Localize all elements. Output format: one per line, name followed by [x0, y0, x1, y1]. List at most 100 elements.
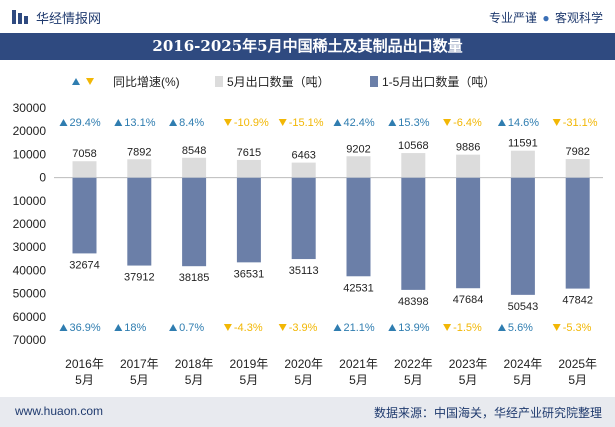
huajing-logo-icon [12, 10, 28, 24]
y-tick-label: 0 [39, 171, 46, 185]
x-category-label: 2024年 5月 [504, 357, 543, 387]
bar-annual [182, 157, 207, 178]
bar-cumulative [182, 177, 207, 267]
bar-cumulative [236, 177, 261, 263]
x-category-label: 2025年 5月 [558, 357, 597, 387]
chart-title: 2016-2025年5月中国稀土及其制品出口数量 [152, 37, 463, 55]
bar-cumulative [510, 177, 535, 295]
legend-annual-label: 5月出口数量（吨） [227, 74, 330, 89]
growth-may-label: 29.4% [70, 117, 101, 129]
x-category-label: 2019年 5月 [230, 357, 269, 387]
bar-annual [346, 156, 371, 178]
footer-url[interactable]: www.huaon.com [15, 404, 104, 418]
growth-cumulative-label: -4.3% [234, 322, 263, 334]
growth-may-label: 15.3% [398, 117, 429, 129]
growth-down-icon [223, 324, 232, 331]
tagline-right: 客观科学 [554, 11, 603, 25]
legend-cumulative-swatch [370, 76, 378, 87]
footer-source: 数据来源：中国海关，华经产业研究院整理 [373, 406, 602, 420]
growth-up-icon [388, 324, 397, 331]
y-tick-label: 50000 [13, 287, 47, 301]
data-label-cumulative: 36531 [234, 268, 265, 280]
bar-cumulative [127, 177, 152, 266]
x-category-label: 2021年 5月 [339, 357, 378, 387]
growth-down-icon [278, 324, 287, 331]
growth-cumulative-label: -3.9% [289, 322, 318, 334]
tagline: 专业严谨 ● 客观科学 [489, 9, 603, 26]
bar-annual [510, 150, 535, 178]
bar-annual [127, 159, 152, 178]
footer: www.huaon.com 数据来源：中国海关，华经产业研究院整理 [0, 397, 615, 427]
growth-up-icon [333, 119, 342, 126]
legend-cumulative-label: 1-5月出口数量（吨） [382, 74, 495, 89]
growth-cumulative-label: 36.9% [70, 322, 101, 334]
growth-cumulative-label: 0.7% [179, 322, 204, 334]
growth-up-icon [114, 119, 123, 126]
growth-may-label: 14.6% [508, 117, 539, 129]
growth-up-icon [333, 324, 342, 331]
tagline-left: 专业严谨 [489, 11, 538, 25]
bar-cumulative [346, 177, 371, 277]
x-category-label: 2020年 5月 [284, 357, 323, 387]
data-label-cumulative: 38185 [179, 272, 210, 284]
growth-down-icon [552, 119, 561, 126]
data-label-cumulative: 35113 [289, 265, 319, 277]
bar-annual [236, 159, 261, 178]
header: 华经情报网 专业严谨 ● 客观科学 [0, 0, 615, 33]
bar-cumulative [456, 177, 481, 289]
data-label-annual: 9886 [456, 142, 480, 154]
y-tick-label: 10000 [13, 147, 47, 161]
growth-up-icon [114, 324, 123, 331]
data-label-cumulative: 42531 [343, 282, 374, 294]
growth-may-label: -10.9% [234, 117, 269, 129]
bar-annual [291, 162, 316, 178]
x-category-label: 2017年 5月 [120, 357, 159, 387]
bar-annual [401, 153, 426, 178]
bar-cumulative [401, 177, 426, 290]
growth-up-icon [169, 324, 178, 331]
y-tick-label: 40000 [13, 263, 47, 277]
data-label-annual: 7058 [72, 148, 96, 160]
bar-cumulative [565, 177, 590, 289]
data-label-cumulative: 47684 [453, 294, 484, 306]
legend-annual-swatch [215, 76, 223, 87]
bar-cumulative [291, 177, 316, 260]
data-label-annual: 7892 [127, 146, 151, 158]
chart: 同比增速(%) 5月出口数量（吨） 1-5月出口数量（吨） 30000 20000 100… [13, 74, 603, 387]
growth-up-icon [497, 324, 506, 331]
data-label-annual: 7615 [237, 147, 261, 159]
data-label-annual: 8548 [182, 145, 206, 157]
y-tick-label: 70000 [13, 333, 47, 347]
y-tick-label: 20000 [13, 217, 47, 231]
growth-up-icon [59, 324, 68, 331]
growth-cumulative-label: 18% [124, 322, 146, 334]
growth-cumulative-label: 13.9% [398, 322, 429, 334]
growth-cumulative-label: 21.1% [344, 322, 375, 334]
data-label-annual: 6463 [291, 150, 315, 162]
tagline-separator: ● [542, 11, 550, 25]
y-tick-label: 10000 [13, 194, 47, 208]
growth-cumulative-label: -1.5% [453, 322, 482, 334]
growth-may-label: -6.4% [453, 117, 482, 129]
data-label-cumulative: 48398 [398, 296, 429, 308]
x-category-label: 2016年 5月 [65, 357, 104, 387]
title-bar: 2016-2025年5月中国稀土及其制品出口数量 [0, 33, 615, 60]
data-label-cumulative: 47842 [562, 295, 593, 307]
growth-may-label: 13.1% [124, 117, 155, 129]
bar-annual [565, 159, 590, 178]
data-label-annual: 11591 [508, 138, 538, 150]
data-label-annual: 7982 [565, 146, 589, 158]
growth-cumulative-label: -5.3% [563, 322, 592, 334]
growth-cumulative-label: 5.6% [508, 322, 533, 334]
data-label-cumulative: 50543 [508, 301, 539, 313]
growth-may-label: -31.1% [563, 117, 598, 129]
growth-may-label: -15.1% [289, 117, 324, 129]
growth-may-label: 42.4% [344, 117, 375, 129]
legend-up-triangle-icon [72, 78, 80, 85]
growth-down-icon [552, 324, 561, 331]
x-category-label: 2023年 5月 [449, 357, 488, 387]
legend-down-triangle-icon [86, 78, 94, 85]
data-label-cumulative: 37912 [124, 272, 155, 284]
growth-may-label: 8.4% [179, 117, 204, 129]
growth-down-icon [443, 324, 452, 331]
